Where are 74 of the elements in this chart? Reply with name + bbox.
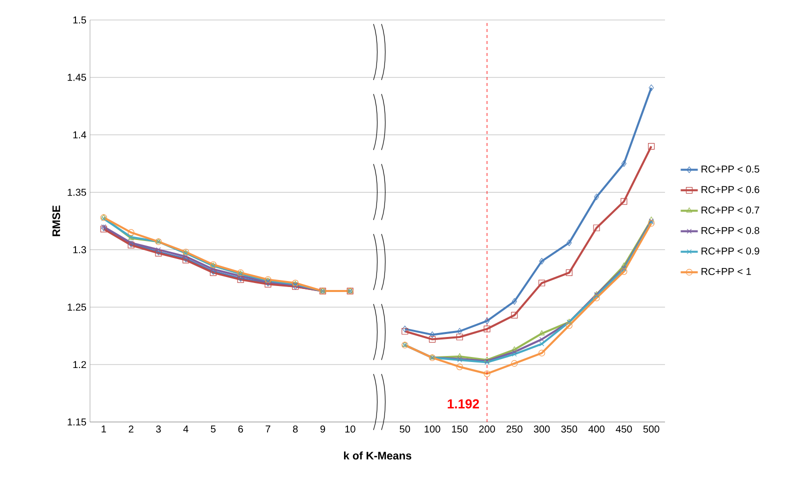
point (512, 346, 518, 352)
point (593, 224, 600, 232)
y-tick-label: 1.3 (73, 246, 86, 254)
x-tick-label: 50 (400, 426, 410, 433)
legend-label: RC+PP < 1 (702, 268, 751, 276)
legend-label: RC+PP < 0.9 (702, 247, 760, 255)
point (457, 328, 462, 335)
point (539, 341, 544, 346)
y-tick-label: 1.5 (73, 16, 86, 24)
annotation: 1.192 (448, 399, 479, 408)
point (538, 350, 546, 356)
point (128, 229, 134, 236)
x-tick-label: 4 (183, 426, 188, 432)
point (593, 294, 600, 302)
x-tick-label: 9 (320, 426, 326, 433)
x-tick-label: 100 (424, 426, 440, 433)
point (621, 262, 627, 268)
point (183, 254, 188, 260)
point (512, 350, 517, 354)
point (512, 352, 517, 357)
y-tick-label: 1.25 (68, 304, 86, 311)
x-tick-label: 250 (506, 426, 522, 433)
point (456, 364, 463, 370)
point (484, 318, 490, 324)
x-tick-label: 5 (210, 426, 216, 432)
point (566, 322, 572, 329)
y-tick-label: 1.45 (68, 74, 86, 81)
point (594, 194, 600, 200)
point (620, 268, 628, 275)
point (566, 240, 572, 246)
point (512, 298, 517, 305)
y-tick-label: 1.15 (68, 418, 86, 426)
y-tick-label: 1.35 (68, 188, 86, 196)
y-tick-label: 1.4 (73, 131, 86, 138)
x-tick-label: 1 (102, 426, 106, 432)
point (430, 331, 435, 338)
legend-label: RC+PP < 0.7 (702, 206, 760, 214)
point (456, 334, 463, 340)
point (402, 328, 408, 335)
point (156, 247, 161, 252)
x-tick-label: 2 (128, 426, 134, 432)
point (538, 280, 546, 286)
legend-label: RC+PP < 0.6 (702, 186, 760, 194)
x-tick-label: 400 (588, 426, 605, 433)
x-tick-label: 3 (156, 426, 161, 433)
x-tick-label: 500 (643, 426, 660, 433)
point (484, 326, 490, 332)
x-tick-label: 150 (452, 426, 468, 433)
x-tick-label: 8 (293, 426, 298, 433)
point (402, 326, 408, 332)
point (566, 269, 572, 276)
point (511, 312, 518, 318)
x-tick-label: 10 (345, 426, 356, 433)
point (428, 336, 436, 343)
point (456, 353, 463, 358)
x-tick-label: 300 (534, 426, 550, 433)
point (620, 198, 628, 205)
y-axis-title: RMSE (52, 206, 60, 236)
y-tick-label: 1.2 (73, 361, 86, 368)
point (484, 370, 490, 378)
x-tick-label: 200 (479, 426, 495, 433)
x-axis-title: k of K-Means (344, 451, 412, 460)
point (511, 360, 518, 367)
legend-label: RC+PP < 0.8 (702, 226, 760, 234)
x-tick-label: 450 (616, 426, 632, 433)
x-tick-label: 6 (238, 426, 243, 433)
x-tick-label: 350 (561, 426, 578, 433)
point (621, 160, 626, 167)
point (210, 266, 216, 272)
point (648, 84, 654, 92)
x-tick-label: 7 (266, 426, 270, 432)
legend-label: RC+PP < 0.5 (702, 166, 760, 173)
point (648, 143, 655, 150)
point (539, 258, 544, 264)
